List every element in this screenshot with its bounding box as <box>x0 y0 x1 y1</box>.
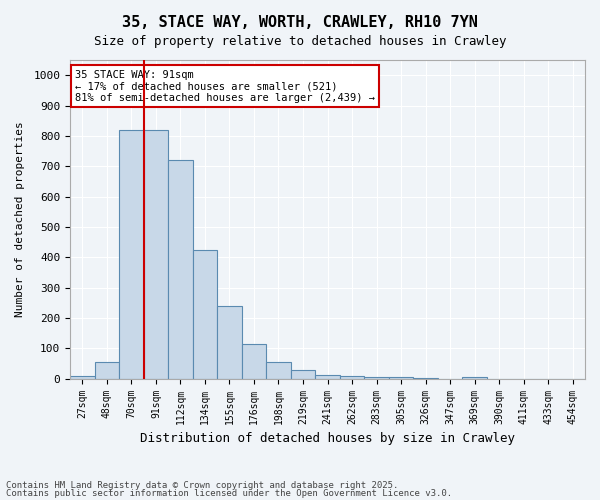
Text: Contains HM Land Registry data © Crown copyright and database right 2025.: Contains HM Land Registry data © Crown c… <box>6 481 398 490</box>
Bar <box>70 376 95 378</box>
Bar <box>389 377 413 378</box>
Bar <box>463 377 487 378</box>
Text: Size of property relative to detached houses in Crawley: Size of property relative to detached ho… <box>94 35 506 48</box>
Bar <box>193 250 217 378</box>
Bar <box>291 370 315 378</box>
Text: 35 STACE WAY: 91sqm
← 17% of detached houses are smaller (521)
81% of semi-detac: 35 STACE WAY: 91sqm ← 17% of detached ho… <box>75 70 375 103</box>
Bar <box>315 375 340 378</box>
Bar <box>242 344 266 378</box>
Y-axis label: Number of detached properties: Number of detached properties <box>15 122 25 317</box>
Bar <box>217 306 242 378</box>
Bar <box>119 130 143 378</box>
Bar <box>143 130 168 378</box>
Bar <box>266 362 291 378</box>
Text: Contains public sector information licensed under the Open Government Licence v3: Contains public sector information licen… <box>6 488 452 498</box>
Text: 35, STACE WAY, WORTH, CRAWLEY, RH10 7YN: 35, STACE WAY, WORTH, CRAWLEY, RH10 7YN <box>122 15 478 30</box>
Bar <box>340 376 364 378</box>
Bar <box>364 376 389 378</box>
Bar <box>168 160 193 378</box>
Bar <box>95 362 119 378</box>
X-axis label: Distribution of detached houses by size in Crawley: Distribution of detached houses by size … <box>140 432 515 445</box>
